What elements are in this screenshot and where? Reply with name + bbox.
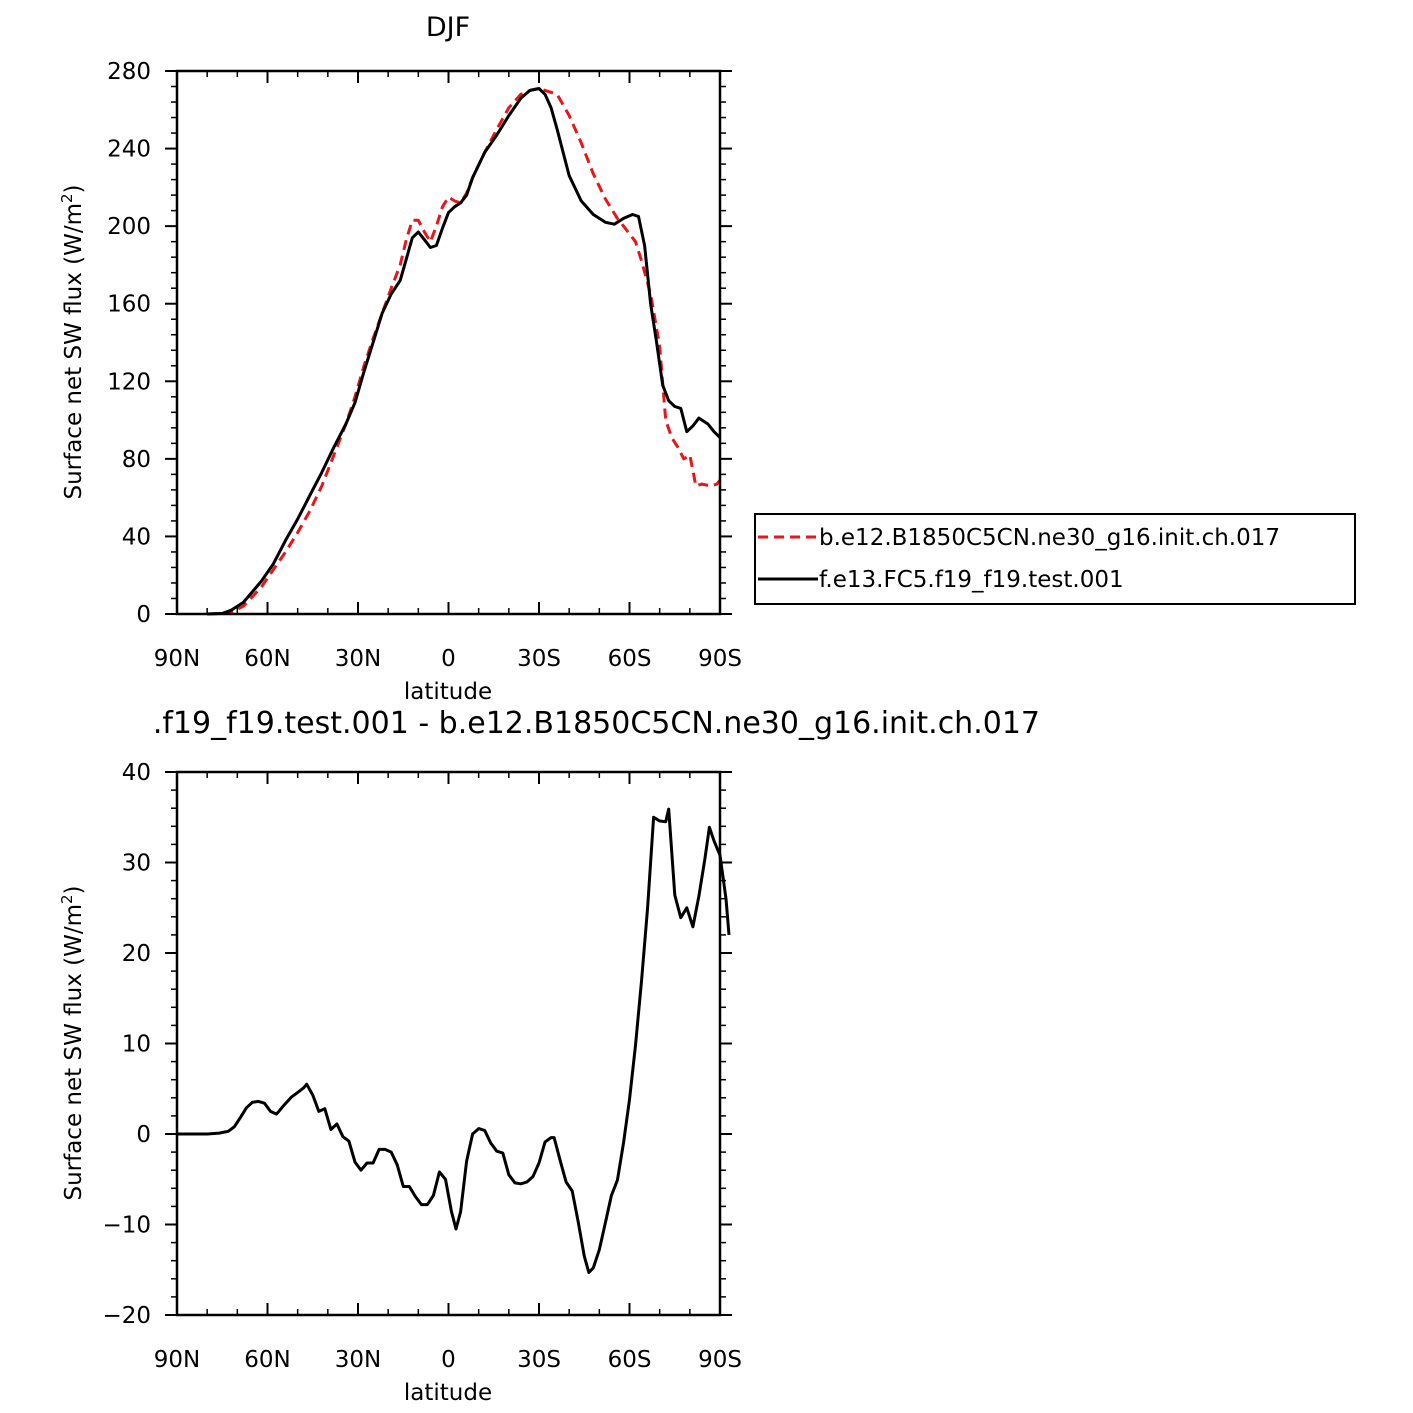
x-tick-label: 30N [335,1347,381,1373]
plot-frame [175,770,722,1317]
y-axis-label-main: Surface net SW flux (W/m [61,904,87,1201]
x-tick-label: 90N [154,1347,200,1373]
plot-frame [175,69,722,616]
y-tick-label: 120 [107,369,151,395]
legend-label-series-1: b.e12.B1850C5CN.ne30_g16.init.ch.017 [819,525,1280,551]
x-tick-label: 0 [441,646,456,672]
y-tick-label: 40 [122,524,151,550]
y-tick-label: 160 [107,292,151,318]
tick-labels: 90N 60N 30N 0 30S 60S 90S −20 −10 0 10 20 30 40 [102,760,741,1373]
y-axis-label-sup: 2 [58,894,76,904]
x-axis-label: latitude [404,679,492,705]
y-tick-label: −10 [102,1213,151,1239]
y-tick-label: 0 [136,1122,151,1148]
y-tick-label: 40 [122,760,151,786]
legend-frame [754,513,1356,605]
series-lines [207,87,722,616]
legend: b.e12.B1850C5CN.ne30_g16.init.ch.017 f.e… [754,513,1356,605]
x-tick-label: 90S [698,646,742,672]
tick-labels: 90N 60N 30N 0 30S 60S 90S 0 40 80 120 160 200 240 280 [107,59,742,672]
series-line-2 [207,87,722,616]
y-axis-label-main: Surface net SW flux (W/m [61,203,87,500]
y-axis-label: Surface net SW flux (W/m2) [58,885,87,1200]
y-tick-label: −20 [102,1303,151,1329]
x-tick-label: 90N [154,646,200,672]
y-axis-label-end: ) [61,184,87,193]
y-axis-label-sup: 2 [58,193,76,203]
axis-ticks [165,771,732,1316]
x-tick-label: 60S [608,1347,652,1373]
series-line-1 [207,87,722,616]
chart-mean-djf: DJF 90N 60N 30N 0 30S 60S 90S 0 40 80 120 160 200 240… [58,12,1356,705]
legend-label-series-2: f.e13.FC5.f19_f19.test.001 [819,567,1124,593]
y-tick-label: 200 [107,214,151,240]
y-tick-label: 10 [122,1032,151,1058]
chart-title: .f19_f19.test.001 - b.e12.B1850C5CN.ne30… [153,706,1040,741]
y-axis-label: Surface net SW flux (W/m2) [58,184,87,499]
chart-title: DJF [426,12,470,43]
x-tick-label: 60S [608,646,652,672]
x-tick-label: 30S [517,646,561,672]
x-tick-label: 90S [698,1347,742,1373]
series-line-1 [177,807,731,1274]
x-axis-label: latitude [404,1380,492,1406]
y-tick-label: 280 [107,59,151,85]
y-tick-label: 30 [122,851,151,877]
x-tick-label: 30N [335,646,381,672]
x-tick-label: 30S [517,1347,561,1373]
y-tick-label: 80 [122,447,151,473]
y-tick-label: 0 [136,602,151,628]
axis-ticks [165,70,732,615]
y-tick-label: 240 [107,137,151,163]
x-tick-label: 60N [244,1347,290,1373]
y-tick-label: 20 [122,941,151,967]
series-lines [177,807,731,1274]
y-axis-label-end: ) [61,885,87,894]
x-tick-label: 0 [441,1347,456,1373]
chart-difference: .f19_f19.test.001 - b.e12.B1850C5CN.ne30… [58,706,1040,1406]
x-tick-label: 60N [244,646,290,672]
